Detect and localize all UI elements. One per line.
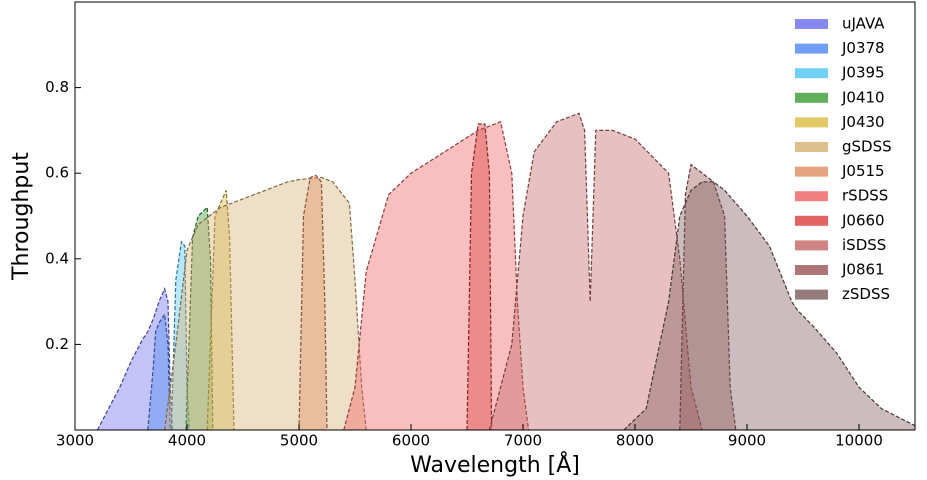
x-tick-label: 8000 xyxy=(616,432,654,450)
legend-label: zSDSS xyxy=(842,285,890,303)
area-edge xyxy=(343,120,530,431)
area-edge xyxy=(466,123,493,431)
area-edge xyxy=(206,190,235,431)
legend-label: gSDSS xyxy=(842,138,892,156)
area xyxy=(147,314,171,430)
area-edge xyxy=(679,163,737,431)
legend-label: rSDSS xyxy=(842,187,888,205)
legend-label: J0515 xyxy=(841,162,885,180)
area-edge xyxy=(170,240,190,431)
y-tick-label: 0.4 xyxy=(45,249,69,267)
x-tick-label: 7000 xyxy=(504,432,542,450)
area-edge xyxy=(298,174,328,431)
legend-swatch xyxy=(795,240,828,251)
legend-swatch xyxy=(795,215,828,226)
x-tick-label: 9000 xyxy=(728,432,766,450)
legend-swatch xyxy=(795,142,828,152)
legend-swatch xyxy=(795,265,828,275)
y-tick-label: 0.8 xyxy=(45,78,69,96)
legend-label: J0660 xyxy=(841,211,885,229)
legend-label: J0410 xyxy=(841,88,885,106)
legend-label: iSDSS xyxy=(842,236,886,254)
legend-swatch xyxy=(795,117,828,128)
y-tick-label: 0.2 xyxy=(45,335,69,353)
legend-label: J0378 xyxy=(841,39,885,57)
x-tick-label: 5000 xyxy=(280,432,318,450)
legend-swatch xyxy=(795,191,828,202)
y-axis-label: Throughput xyxy=(9,152,34,281)
legend-swatch xyxy=(795,68,828,79)
legend-label: uJAVA xyxy=(842,15,885,33)
legend-label: J0861 xyxy=(841,261,885,279)
legend-swatch xyxy=(795,43,828,54)
legend-label: J0395 xyxy=(841,64,885,82)
area xyxy=(185,207,213,430)
legend-swatch xyxy=(795,289,828,300)
area xyxy=(623,181,915,430)
area xyxy=(207,190,234,430)
area xyxy=(343,121,529,431)
legend-swatch xyxy=(795,166,828,177)
legend-label: J0430 xyxy=(841,113,885,131)
area xyxy=(489,113,703,431)
area xyxy=(467,124,492,430)
area xyxy=(299,175,327,430)
x-axis-label: Wavelength [Å] xyxy=(410,451,580,478)
area-edge xyxy=(96,286,173,431)
x-tick-label: 3000 xyxy=(56,432,94,450)
legend-swatch xyxy=(795,19,828,29)
x-tick-label: 10000 xyxy=(835,432,883,450)
area xyxy=(679,164,736,430)
area-edge xyxy=(164,176,367,431)
legend-swatch xyxy=(795,92,828,103)
x-tick-label: 4000 xyxy=(168,432,206,450)
area xyxy=(164,177,367,430)
plot-frame xyxy=(74,1,916,431)
x-tick-label: 6000 xyxy=(392,432,430,450)
y-tick-label: 0.6 xyxy=(45,164,69,182)
area-edge xyxy=(185,206,214,431)
area-edge xyxy=(623,181,916,431)
